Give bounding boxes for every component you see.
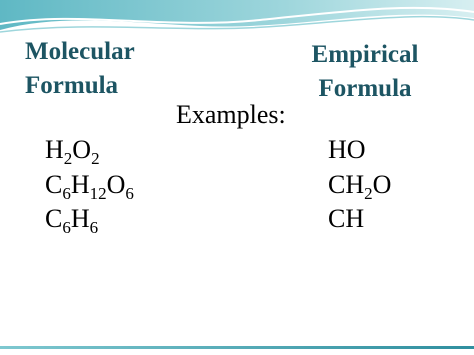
formula-part: O — [372, 169, 392, 199]
subscript: 12 — [89, 183, 107, 203]
formula-row: H2O2 HO — [0, 135, 474, 170]
subscript: 6 — [62, 218, 71, 237]
formula-part: H — [45, 135, 64, 164]
formula-table: H2O2 HO C6H12O6 CH2O C6H6 CH — [0, 135, 474, 239]
subscript: 6 — [62, 183, 71, 203]
formula-row: C6H12O6 CH2O — [0, 170, 474, 205]
subscript: 6 — [89, 218, 99, 237]
wave-line — [0, 15, 474, 33]
formula-part: CH — [328, 169, 365, 199]
formula-part: HO — [328, 135, 366, 164]
formula-part: CH — [328, 204, 365, 233]
formula-part: C — [45, 204, 63, 233]
formula-part: O — [72, 135, 92, 164]
bottom-rule — [0, 346, 474, 349]
formula: HO — [328, 135, 366, 165]
heading: Molecular Formula — [25, 38, 135, 99]
heading: Empirical Formula — [311, 41, 419, 102]
formula: CH2O — [328, 169, 392, 203]
formula: CH — [328, 204, 364, 234]
top-wave — [0, 0, 474, 30]
wave-line — [0, 6, 474, 25]
formula-part: H — [70, 169, 90, 199]
formula: H2O2 — [45, 135, 100, 168]
subscript: 2 — [91, 149, 100, 168]
formula-row: C6H6 CH — [0, 204, 474, 239]
formula-part: H — [70, 204, 90, 233]
subscript: 2 — [364, 183, 373, 203]
formula: C6H12O6 — [45, 169, 134, 203]
subscript: 6 — [125, 183, 134, 203]
formula: C6H6 — [45, 204, 99, 237]
formula-part: O — [106, 169, 126, 199]
examples-label: Examples: — [176, 100, 286, 129]
formula-part: C — [45, 169, 63, 199]
subscript: 2 — [63, 149, 73, 168]
